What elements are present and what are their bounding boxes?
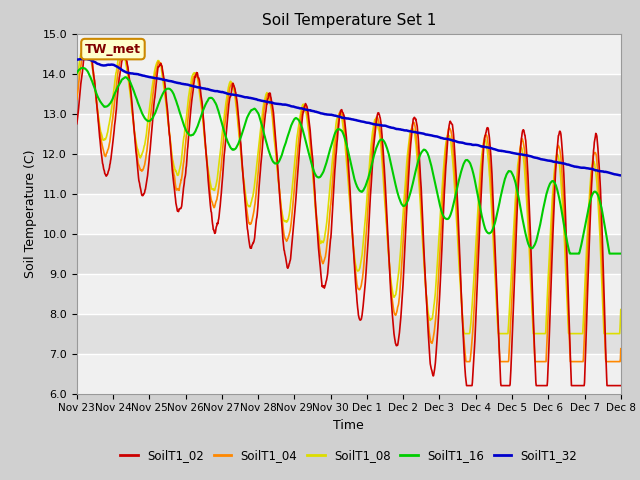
Legend: SoilT1_02, SoilT1_04, SoilT1_08, SoilT1_16, SoilT1_32: SoilT1_02, SoilT1_04, SoilT1_08, SoilT1_… [115, 444, 582, 467]
X-axis label: Time: Time [333, 419, 364, 432]
Text: TW_met: TW_met [85, 43, 141, 56]
Bar [77, 274, 621, 313]
Bar [77, 154, 621, 193]
Bar [77, 234, 621, 274]
Bar [77, 114, 621, 154]
Bar [77, 193, 621, 234]
Bar [77, 313, 621, 354]
Bar [77, 354, 621, 394]
Bar [77, 73, 621, 114]
Y-axis label: Soil Temperature (C): Soil Temperature (C) [24, 149, 36, 278]
Title: Soil Temperature Set 1: Soil Temperature Set 1 [262, 13, 436, 28]
Bar [77, 34, 621, 73]
